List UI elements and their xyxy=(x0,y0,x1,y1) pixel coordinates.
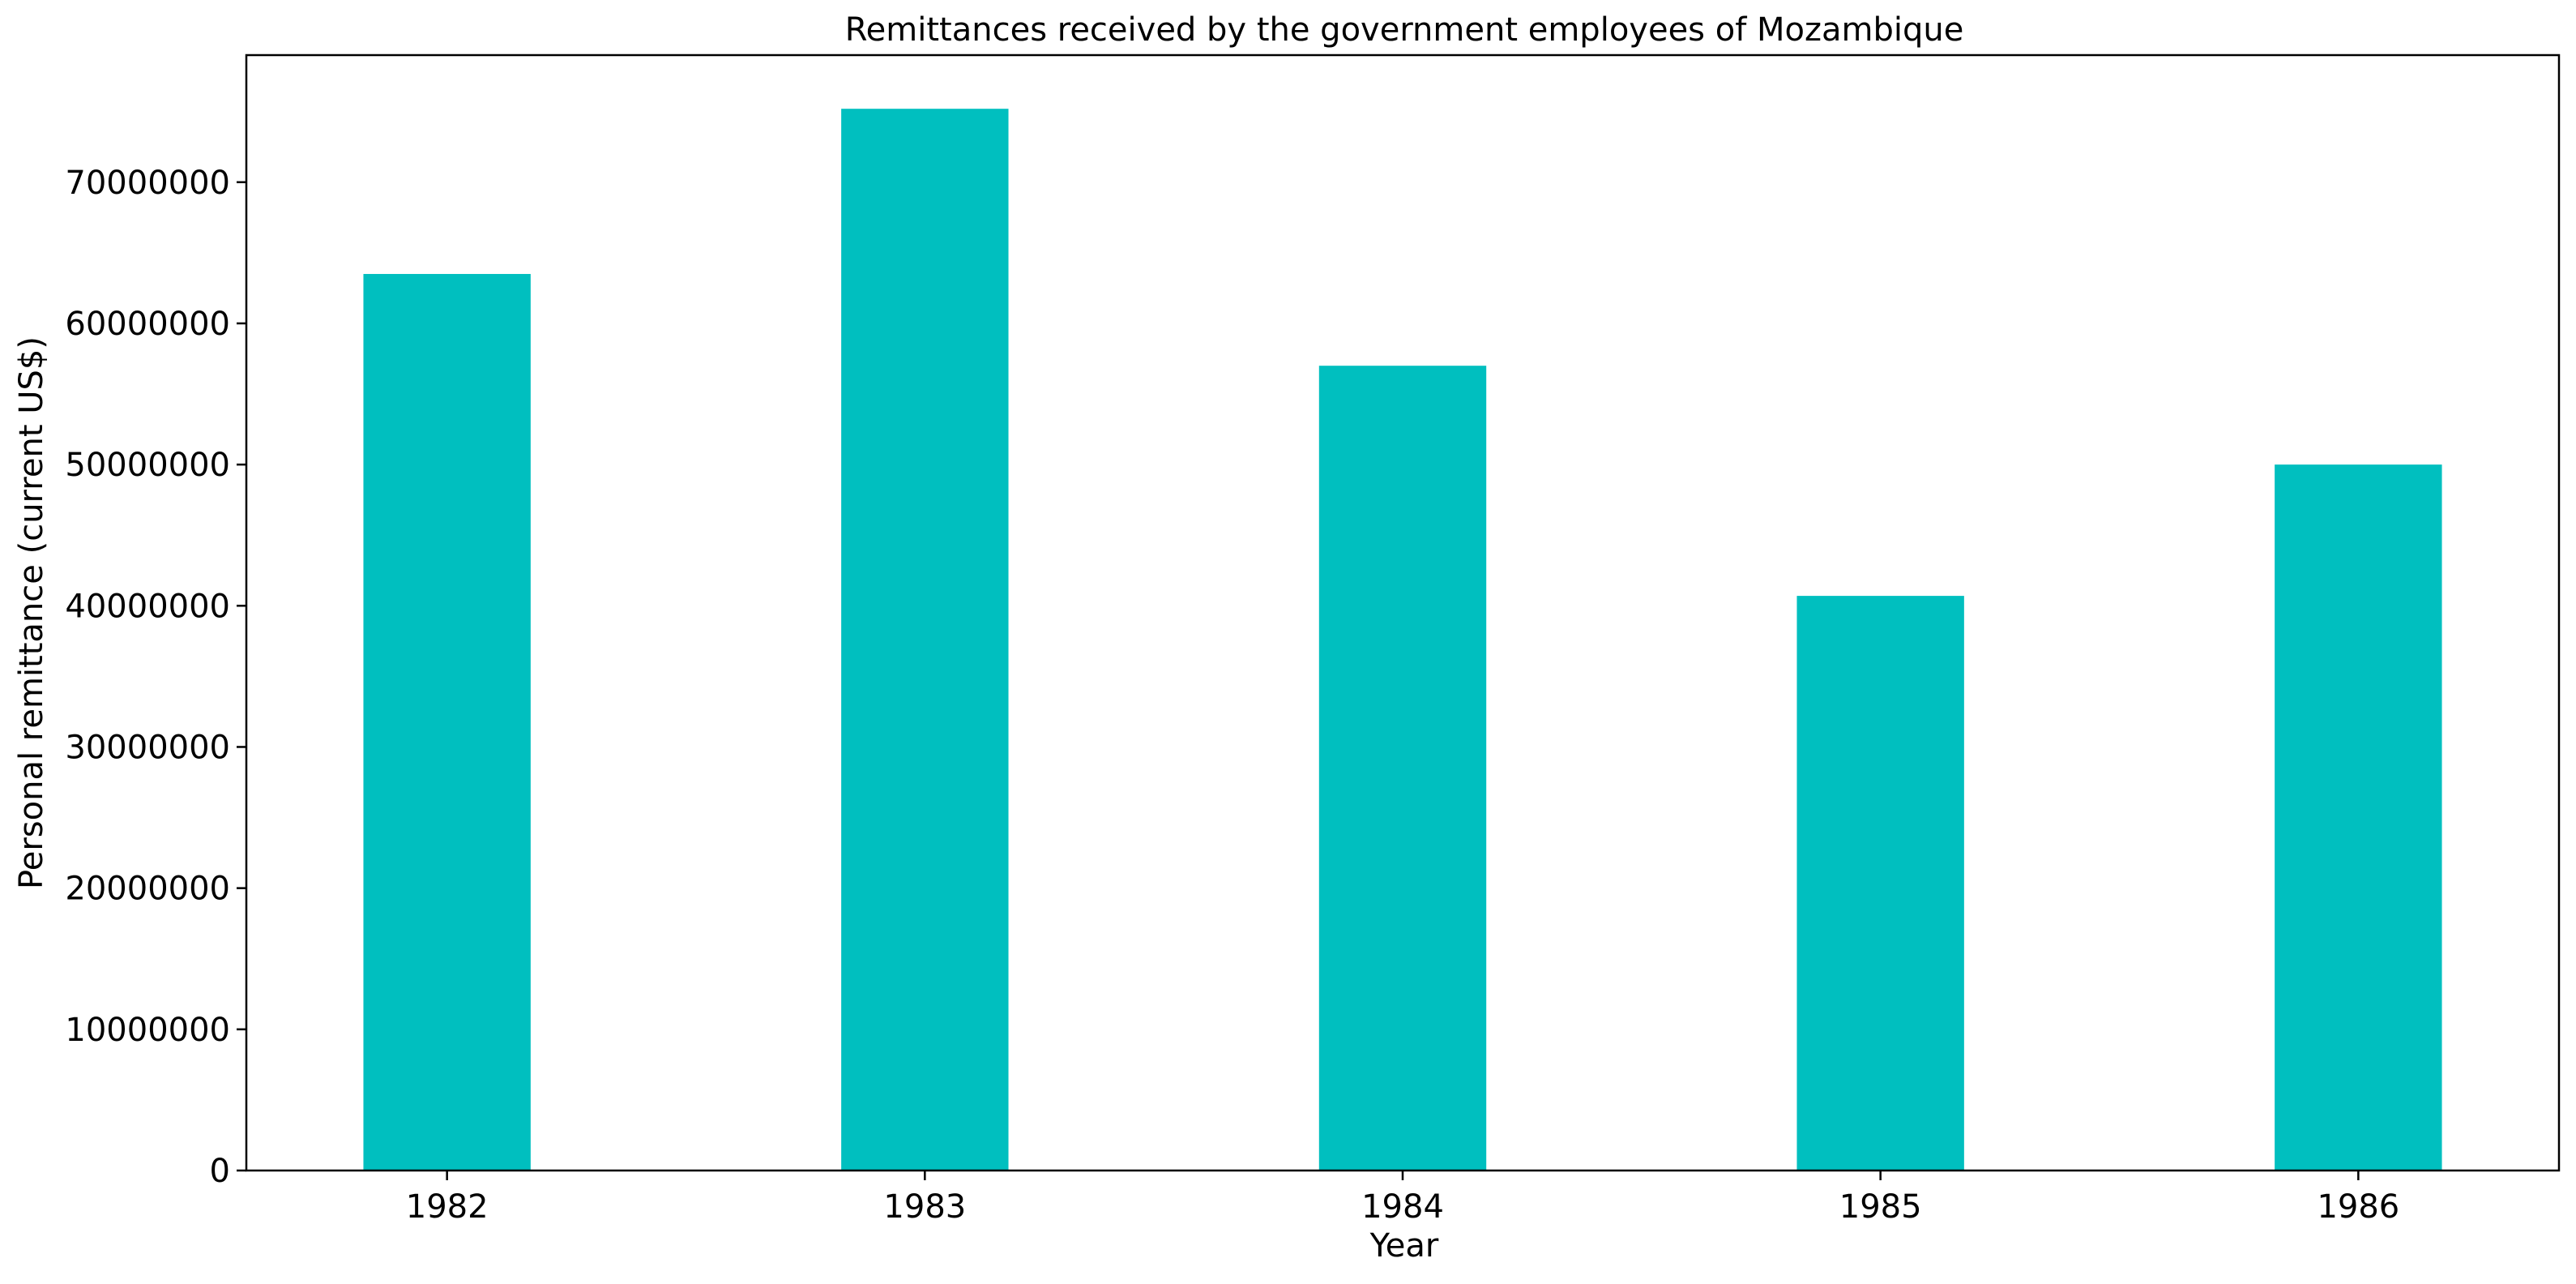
y-tick-label: 20000000 xyxy=(65,871,230,908)
y-tick-label: 0 xyxy=(210,1153,230,1190)
x-tick-label: 1983 xyxy=(883,1188,966,1226)
y-tick-label: 50000000 xyxy=(65,447,230,484)
bars-group xyxy=(363,109,2442,1171)
x-axis: 1982 1983 1984 1985 1986 xyxy=(406,1171,2399,1226)
y-tick-label: 40000000 xyxy=(65,588,230,625)
chart-title: Remittances received by the government e… xyxy=(845,11,1964,49)
x-tick-label: 1982 xyxy=(406,1188,489,1226)
x-tick-label: 1986 xyxy=(2317,1188,2399,1226)
bar-1984 xyxy=(1318,366,1487,1171)
bar-1983 xyxy=(841,109,1009,1171)
y-axis: 0 10000000 20000000 30000000 40000000 5000000… xyxy=(65,165,246,1190)
bar-1985 xyxy=(1796,596,1964,1171)
y-tick-label: 60000000 xyxy=(65,306,230,343)
y-tick-label: 10000000 xyxy=(65,1012,230,1049)
x-tick-label: 1985 xyxy=(1839,1188,1922,1226)
x-axis-title: Year xyxy=(1369,1227,1439,1265)
y-axis-title: Personal remittance (current US$) xyxy=(13,336,50,889)
bar-1982 xyxy=(363,273,531,1171)
x-tick-label: 1984 xyxy=(1361,1188,1444,1226)
y-tick-label: 30000000 xyxy=(65,729,230,766)
y-tick-label: 70000000 xyxy=(65,165,230,202)
bar-1986 xyxy=(2275,464,2442,1171)
